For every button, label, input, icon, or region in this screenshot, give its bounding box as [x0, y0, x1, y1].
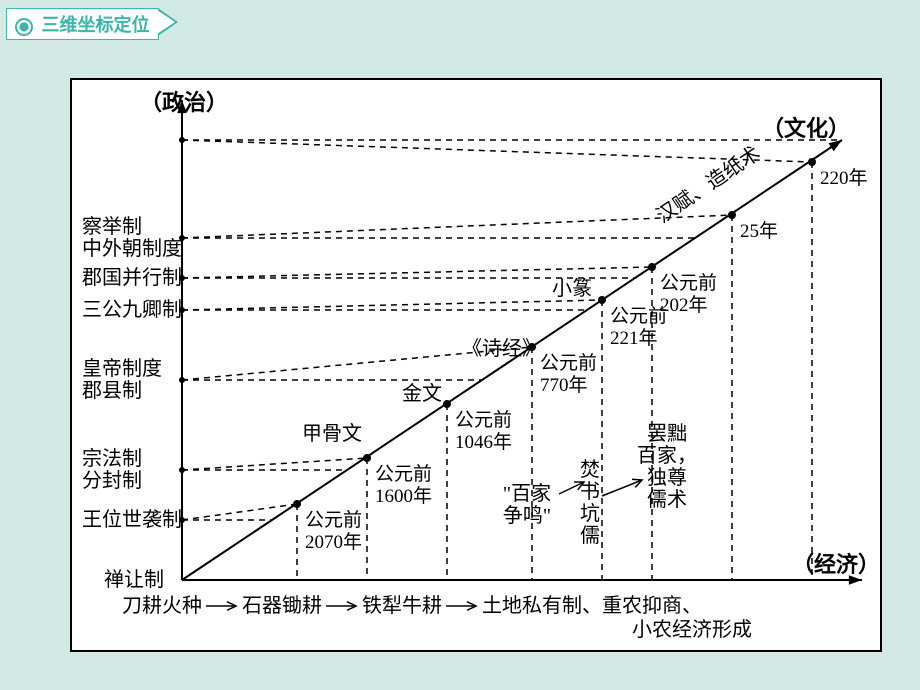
svg-text:郡县制: 郡县制 — [82, 379, 142, 402]
svg-text:25年: 25年 — [740, 220, 778, 242]
svg-text:（文化）: （文化） — [762, 116, 850, 141]
svg-text:1600年: 1600年 — [375, 485, 432, 507]
svg-text:儒: 儒 — [580, 524, 600, 547]
svg-text:公元前: 公元前 — [375, 463, 432, 485]
svg-text:770年: 770年 — [540, 374, 588, 396]
svg-text:察举制: 察举制 — [82, 215, 142, 238]
svg-text:宗法制: 宗法制 — [82, 447, 142, 470]
bullet-icon — [15, 18, 33, 36]
coord-diagram: （政治）（经济）（文化）禅让制公元前2070年甲骨文公元前1600年金文公元前1… — [72, 80, 880, 650]
svg-text:小农经济形成: 小农经济形成 — [632, 618, 752, 641]
svg-text:皇帝制度: 皇帝制度 — [82, 357, 162, 380]
svg-text:221年: 221年 — [610, 327, 658, 349]
svg-text:甲骨文: 甲骨文 — [302, 422, 362, 445]
svg-text:百家，: 百家， — [637, 444, 697, 467]
chart-container: （政治）（经济）（文化）禅让制公元前2070年甲骨文公元前1600年金文公元前1… — [70, 78, 882, 652]
svg-text:书: 书 — [580, 480, 600, 503]
svg-text:公元前: 公元前 — [610, 305, 667, 327]
header-title: 三维坐标定位 — [42, 15, 150, 35]
svg-text:公元前: 公元前 — [540, 352, 597, 374]
svg-text:禅让制: 禅让制 — [104, 568, 164, 591]
svg-text:中外朝制度: 中外朝制度 — [82, 237, 182, 260]
svg-text:石器锄耕: 石器锄耕 — [242, 594, 322, 617]
svg-text:王位世袭制: 王位世袭制 — [82, 508, 182, 531]
svg-text:坑: 坑 — [580, 502, 600, 525]
svg-text:铁犁牛耕: 铁犁牛耕 — [362, 594, 442, 617]
svg-text:刀耕火种: 刀耕火种 — [122, 594, 202, 617]
svg-text:土地私有制、重农抑商、: 土地私有制、重农抑商、 — [482, 594, 702, 617]
svg-text:焚: 焚 — [580, 458, 600, 481]
svg-text:罢黜: 罢黜 — [647, 422, 687, 445]
svg-text:1046年: 1046年 — [455, 431, 512, 453]
svg-text:分封制: 分封制 — [82, 469, 142, 492]
header-tag: 三维坐标定位 — [6, 8, 159, 40]
svg-text:（经济）: （经济） — [792, 552, 880, 577]
svg-text:202年: 202年 — [660, 294, 708, 316]
svg-text:2070年: 2070年 — [305, 531, 362, 553]
svg-text:金文: 金文 — [402, 382, 442, 405]
svg-text:汉赋、造纸术: 汉赋、造纸术 — [652, 142, 764, 228]
svg-text:郡国并行制: 郡国并行制 — [82, 266, 182, 289]
svg-text:公元前: 公元前 — [455, 409, 512, 431]
svg-text:公元前: 公元前 — [660, 272, 717, 294]
svg-text:220年: 220年 — [820, 167, 868, 189]
svg-text:"百家: "百家 — [503, 482, 551, 505]
svg-text:独尊: 独尊 — [647, 466, 687, 489]
svg-text:（政治）: （政治） — [140, 90, 228, 115]
svg-text:三公九卿制: 三公九卿制 — [82, 298, 182, 321]
svg-text:公元前: 公元前 — [305, 509, 362, 531]
svg-text:小篆: 小篆 — [552, 277, 592, 300]
svg-text:争鸣": 争鸣" — [503, 504, 551, 527]
svg-text:儒术: 儒术 — [647, 488, 687, 511]
